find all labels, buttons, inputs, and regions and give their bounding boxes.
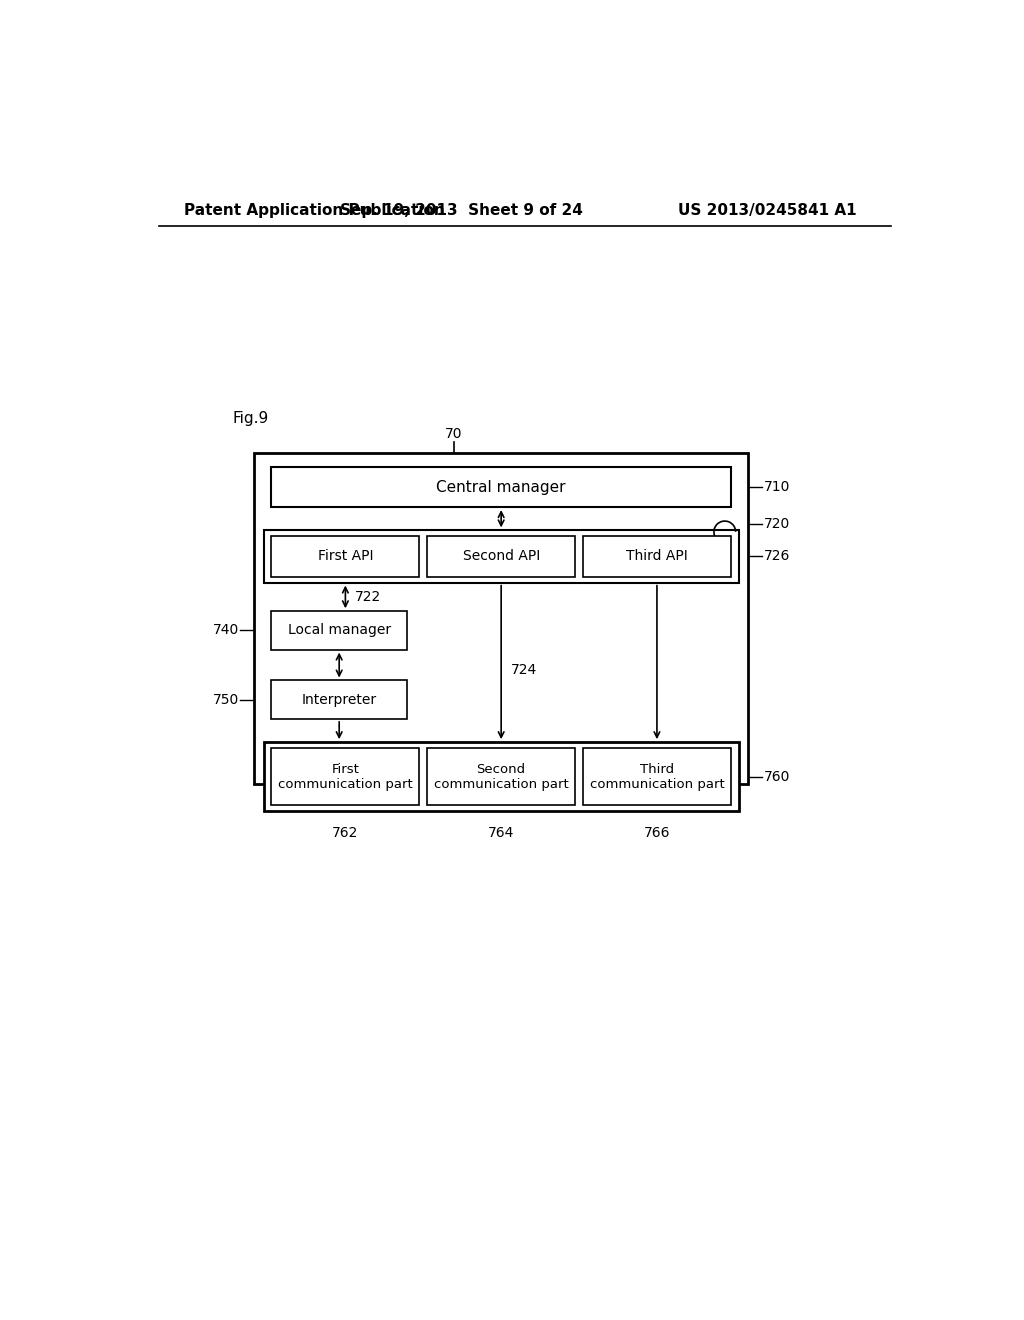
Text: 726: 726 (764, 549, 790, 564)
Text: 760: 760 (764, 770, 790, 784)
Text: 722: 722 (354, 590, 381, 605)
Text: First API: First API (317, 549, 373, 564)
Text: 762: 762 (332, 826, 358, 840)
Text: 764: 764 (488, 826, 514, 840)
Text: Central manager: Central manager (436, 479, 566, 495)
Bar (583, 536, 731, 577)
Bar (271, 748, 420, 805)
Text: Third API: Third API (626, 549, 688, 564)
Text: 710: 710 (764, 480, 790, 494)
Text: Fig.9: Fig.9 (232, 411, 269, 426)
Bar (263, 742, 738, 812)
Bar (271, 681, 407, 719)
Text: 766: 766 (644, 826, 670, 840)
Text: Second
communication part: Second communication part (434, 763, 568, 791)
Text: 740: 740 (213, 623, 239, 638)
Text: 750: 750 (213, 693, 239, 706)
Text: 724: 724 (510, 663, 537, 677)
Bar (427, 748, 575, 805)
Text: First
communication part: First communication part (278, 763, 413, 791)
Bar (427, 536, 575, 577)
Text: Second API: Second API (463, 549, 540, 564)
Text: Local manager: Local manager (288, 623, 391, 638)
Bar (271, 611, 407, 649)
Text: Patent Application Publication: Patent Application Publication (183, 203, 444, 218)
Bar (263, 531, 738, 582)
Text: Sep. 19, 2013  Sheet 9 of 24: Sep. 19, 2013 Sheet 9 of 24 (340, 203, 583, 218)
Bar (271, 536, 420, 577)
Text: Interpreter: Interpreter (302, 693, 377, 706)
Text: US 2013/0245841 A1: US 2013/0245841 A1 (678, 203, 856, 218)
Text: 720: 720 (764, 517, 790, 531)
Text: Third
communication part: Third communication part (590, 763, 724, 791)
Bar (583, 748, 731, 805)
Bar (254, 453, 748, 784)
Bar (271, 467, 731, 507)
Text: 70: 70 (444, 428, 462, 441)
